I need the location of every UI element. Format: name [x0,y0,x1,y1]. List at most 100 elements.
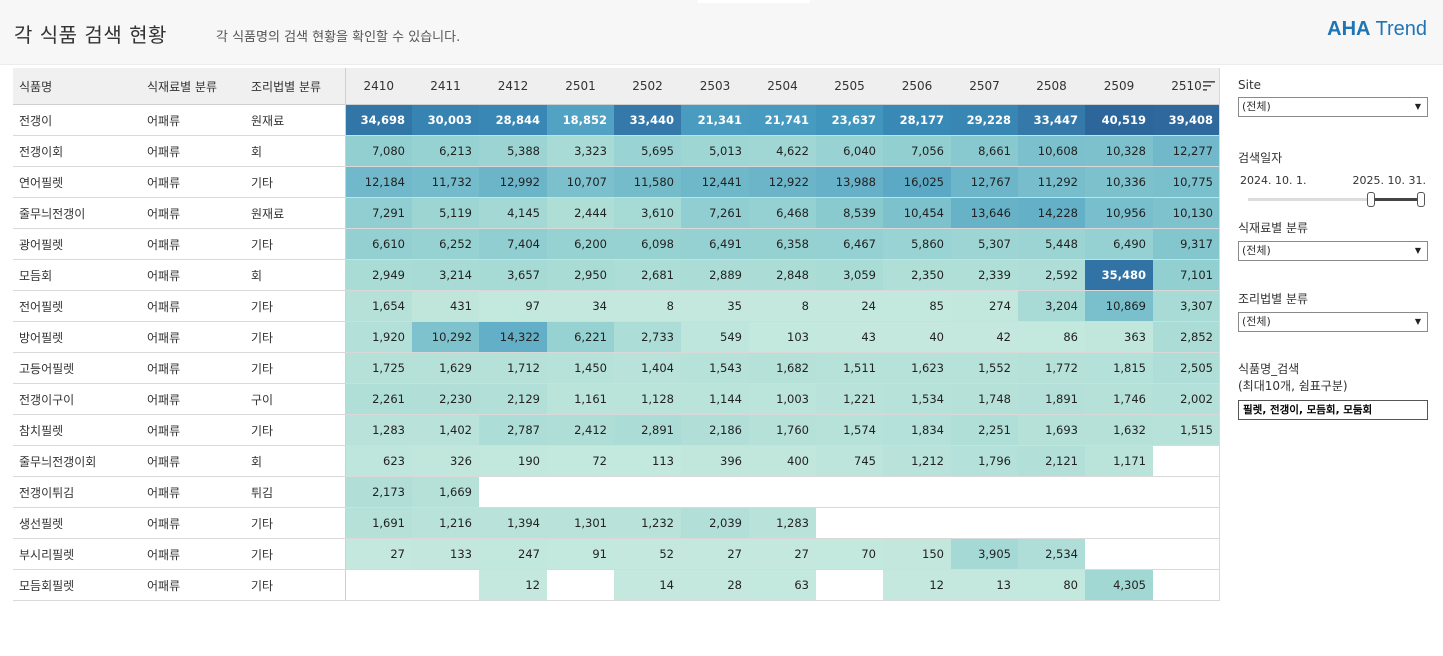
cell-value[interactable]: 6,467 [816,228,883,260]
cell-value[interactable]: 35 [681,290,749,322]
cell-value[interactable]: 5,860 [883,228,951,260]
cell-value[interactable]: 6,468 [749,197,816,229]
cell-value[interactable]: 1,834 [883,414,951,446]
cell-value[interactable]: 326 [412,445,479,477]
cell-value[interactable]: 1,232 [614,507,681,539]
cell-value[interactable] [479,476,547,508]
cell-value[interactable]: 745 [816,445,883,477]
cell-value[interactable]: 1,283 [345,414,412,446]
cell-value[interactable] [883,507,951,539]
cell-value[interactable]: 11,732 [412,166,479,198]
cell-value[interactable]: 1,725 [345,352,412,384]
cell-value[interactable]: 42 [951,321,1018,353]
cell-value[interactable]: 113 [614,445,681,477]
cell-value[interactable]: 2,230 [412,383,479,415]
cell-value[interactable]: 2,534 [1018,538,1085,570]
cell-value[interactable]: 431 [412,290,479,322]
cell-value[interactable]: 2,129 [479,383,547,415]
cell-value[interactable]: 3,905 [951,538,1018,570]
cell-value[interactable]: 623 [345,445,412,477]
cell-value[interactable]: 23,637 [816,104,883,136]
cell-value[interactable]: 63 [749,569,816,601]
cell-value[interactable] [412,569,479,601]
cell-value[interactable]: 28 [681,569,749,601]
cell-value[interactable]: 7,291 [345,197,412,229]
cell-value[interactable]: 396 [681,445,749,477]
cell-value[interactable]: 34,698 [345,104,412,136]
cell-value[interactable]: 1,534 [883,383,951,415]
cell-value[interactable]: 2,339 [951,259,1018,291]
table-row[interactable]: 전갱이구이 어패류 구이 2,261 2,230 2,129 1,161 1,128 1,144… [13,383,1220,415]
cell-value[interactable]: 1,216 [412,507,479,539]
cell-value[interactable]: 33,447 [1018,104,1085,136]
cell-value[interactable]: 1,920 [345,321,412,353]
cell-value[interactable]: 1,746 [1085,383,1153,415]
header-cooking[interactable]: 조리법별 분류 [245,68,346,105]
cell-value[interactable]: 2,261 [345,383,412,415]
cell-value[interactable]: 5,448 [1018,228,1085,260]
cell-value[interactable]: 103 [749,321,816,353]
cell-value[interactable]: 13,646 [951,197,1018,229]
cell-value[interactable]: 13 [951,569,1018,601]
site-filter-select[interactable]: (전체) ▼ [1238,97,1428,117]
cell-value[interactable]: 10,869 [1085,290,1153,322]
cell-value[interactable] [1018,507,1085,539]
cell-value[interactable]: 4,305 [1085,569,1153,601]
header-month[interactable]: 2501 [547,68,614,105]
cell-value[interactable]: 10,608 [1018,135,1085,167]
material-filter-select[interactable]: (전체) ▼ [1238,241,1428,261]
cell-value[interactable] [345,569,412,601]
table-row[interactable]: 부시리필렛 어패류 기타 27 133 247 91 52 27 27 70 150 3,905 2,53… [13,538,1220,570]
cell-value[interactable]: 10,707 [547,166,614,198]
cell-value[interactable] [1018,476,1085,508]
cell-value[interactable]: 2,186 [681,414,749,446]
cell-value[interactable]: 1,221 [816,383,883,415]
table-row[interactable]: 전갱이 어패류 원재료 34,698 30,003 28,844 18,852 33,440 2… [13,104,1220,136]
cell-value[interactable]: 35,480 [1085,259,1153,291]
cell-value[interactable]: 2,173 [345,476,412,508]
cell-value[interactable]: 7,261 [681,197,749,229]
cell-value[interactable]: 8 [749,290,816,322]
cell-value[interactable]: 1,450 [547,352,614,384]
cell-value[interactable]: 1,402 [412,414,479,446]
cell-value[interactable]: 4,145 [479,197,547,229]
cell-value[interactable]: 91 [547,538,614,570]
cell-value[interactable]: 2,848 [749,259,816,291]
cell-value[interactable]: 21,341 [681,104,749,136]
cell-value[interactable]: 13,988 [816,166,883,198]
cell-value[interactable]: 1,654 [345,290,412,322]
cell-value[interactable]: 9,317 [1153,228,1220,260]
cell-value[interactable]: 24 [816,290,883,322]
cell-value[interactable]: 2,412 [547,414,614,446]
cell-value[interactable]: 3,610 [614,197,681,229]
cell-value[interactable]: 6,490 [1085,228,1153,260]
cell-value[interactable]: 3,214 [412,259,479,291]
cell-value[interactable]: 7,056 [883,135,951,167]
cell-value[interactable]: 7,080 [345,135,412,167]
cell-value[interactable]: 1,394 [479,507,547,539]
cell-value[interactable]: 12,922 [749,166,816,198]
cell-value[interactable]: 133 [412,538,479,570]
cell-value[interactable]: 40,519 [1085,104,1153,136]
date-range-slider[interactable] [1238,191,1428,207]
cell-value[interactable]: 1,629 [412,352,479,384]
cell-value[interactable]: 11,292 [1018,166,1085,198]
table-row[interactable]: 광어필렛 어패류 기타 6,610 6,252 7,404 6,200 6,098 6,491 6… [13,228,1220,260]
cell-value[interactable]: 70 [816,538,883,570]
cell-value[interactable]: 1,404 [614,352,681,384]
cell-value[interactable]: 97 [479,290,547,322]
cell-value[interactable]: 1,691 [345,507,412,539]
cell-value[interactable]: 34 [547,290,614,322]
cell-value[interactable]: 10,292 [412,321,479,353]
cell-value[interactable]: 10,328 [1085,135,1153,167]
cell-value[interactable]: 14,228 [1018,197,1085,229]
cell-value[interactable]: 2,787 [479,414,547,446]
table-row[interactable]: 생선필렛 어패류 기타 1,691 1,216 1,394 1,301 1,232 2,039 1… [13,507,1220,539]
cell-value[interactable]: 12,441 [681,166,749,198]
cell-value[interactable]: 2,350 [883,259,951,291]
cell-value[interactable]: 3,204 [1018,290,1085,322]
cell-value[interactable]: 40 [883,321,951,353]
cell-value[interactable]: 10,956 [1085,197,1153,229]
cell-value[interactable]: 190 [479,445,547,477]
cell-value[interactable]: 8 [614,290,681,322]
